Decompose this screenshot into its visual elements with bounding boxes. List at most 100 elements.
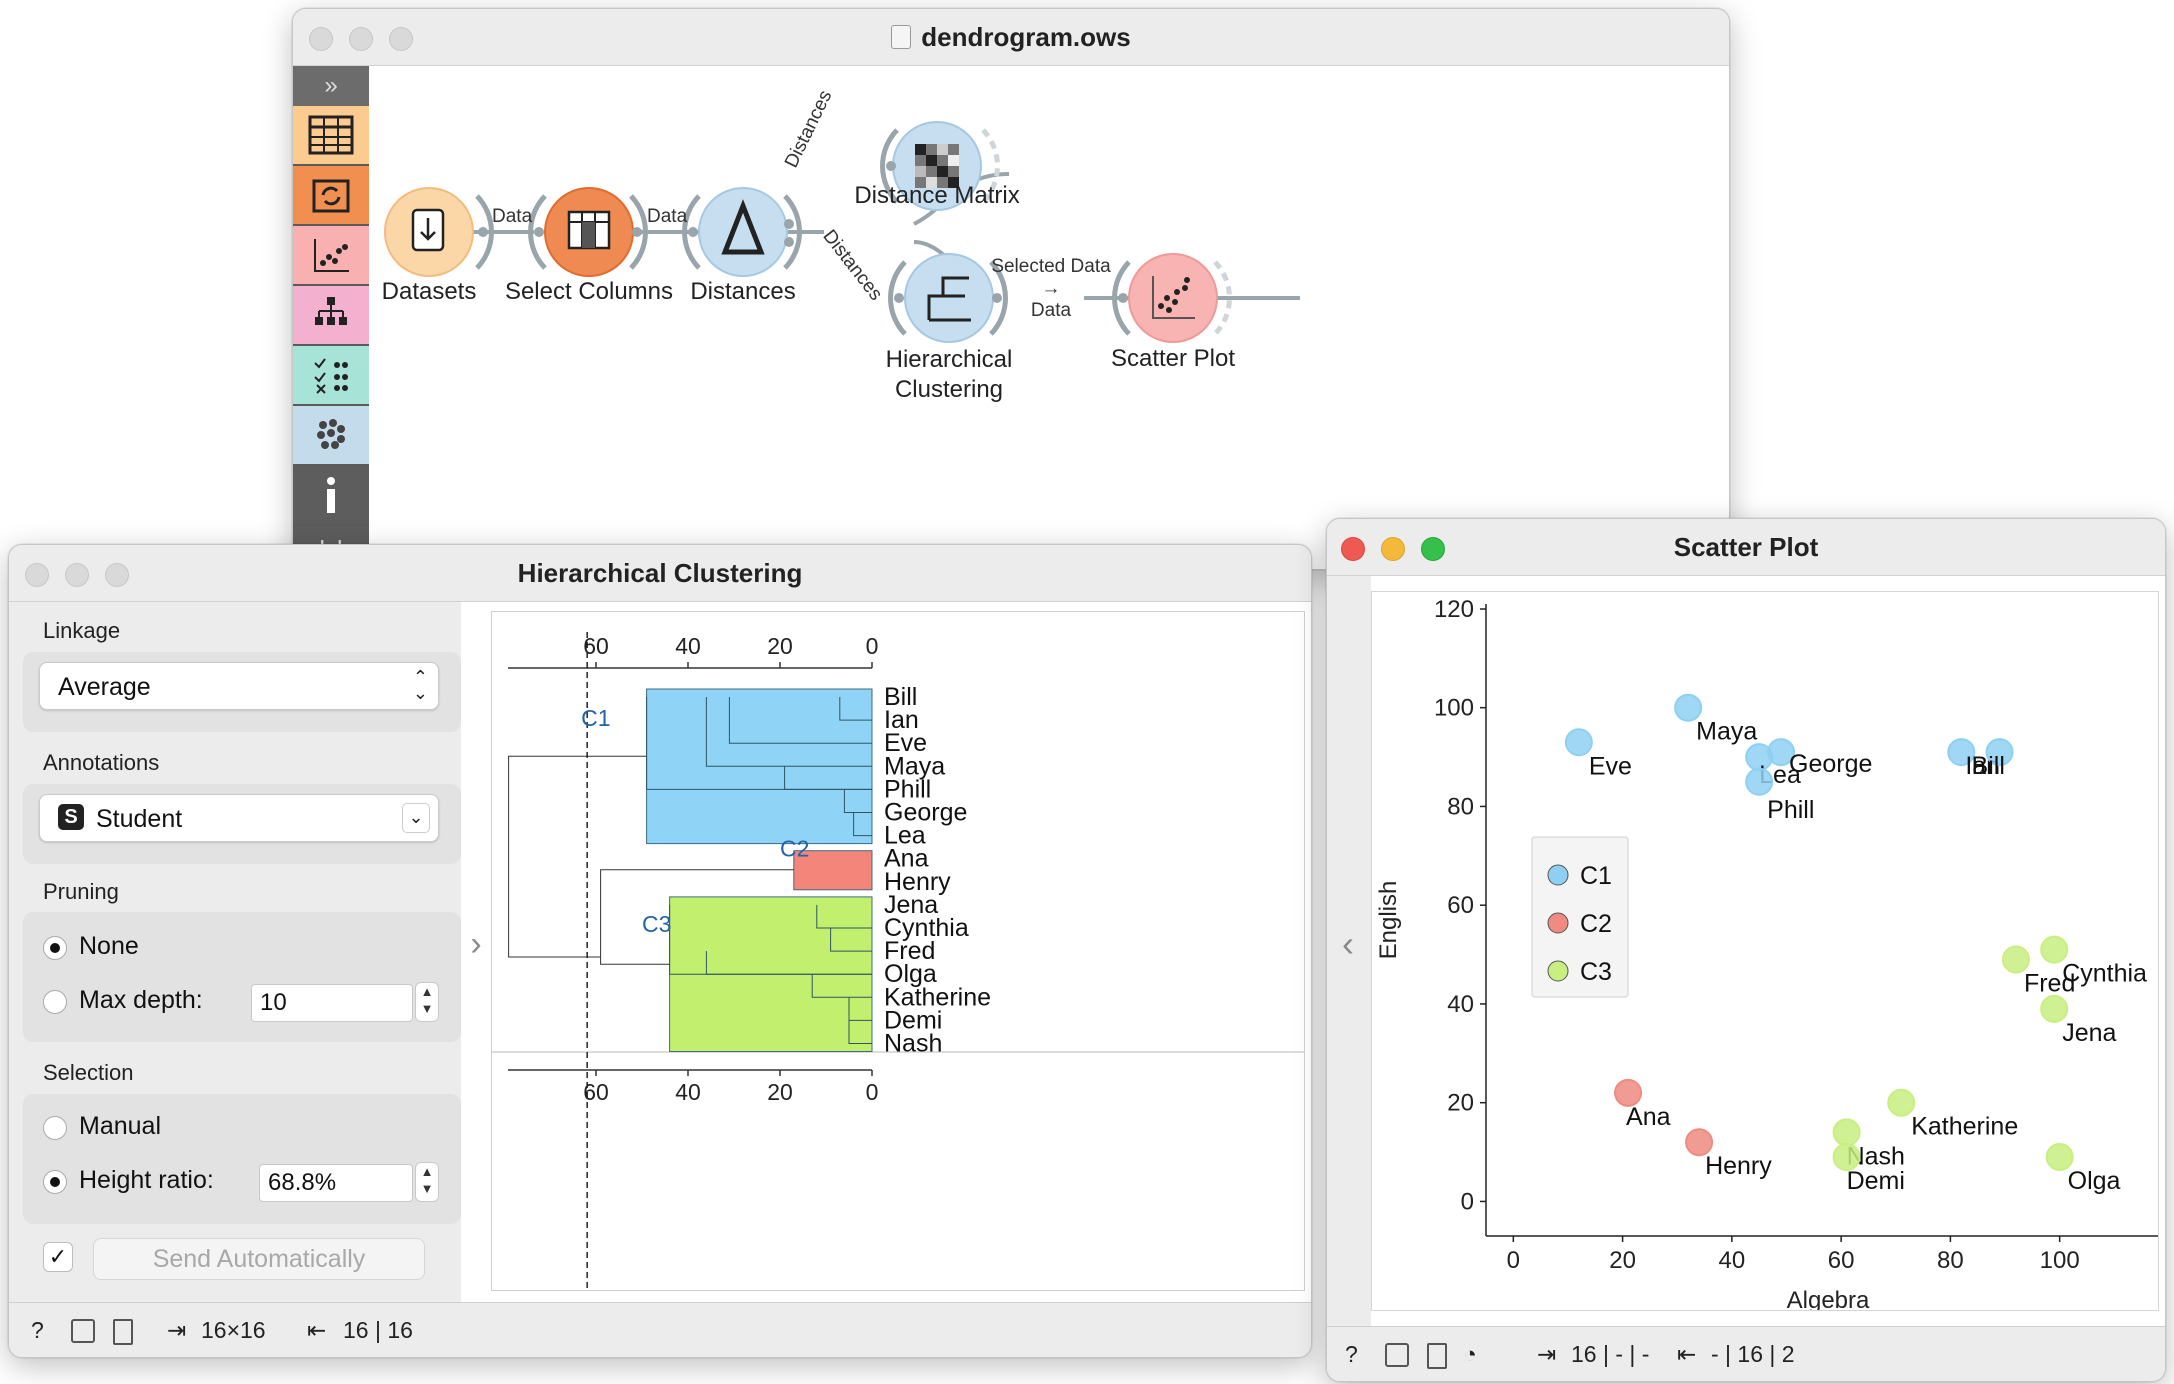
hc-control-area: Linkage Average ⌃ ⌄ Annotations S Student… (9, 602, 461, 1302)
point-label: Maya (1696, 718, 1757, 746)
node-label-select-columns[interactable]: Select Columns (504, 278, 674, 305)
leaf-label: Lea (884, 822, 926, 850)
pruning-none-radio[interactable] (43, 936, 67, 960)
distance-matrix-node[interactable] (880, 121, 1000, 211)
link-label-selected-data[interactable]: Selected Data → Data (991, 256, 1111, 321)
link-label-data-2[interactable]: Data (647, 206, 688, 227)
scatter-point (1745, 767, 1774, 796)
zoom-button[interactable] (389, 27, 413, 51)
minimize-button[interactable] (349, 27, 373, 51)
status-output-summary: - | 16 | 2 (1711, 1341, 1795, 1367)
node-label-distance-matrix[interactable]: Distance Matrix (854, 182, 1020, 209)
linkage-label: Linkage (43, 618, 121, 643)
scatter-point (2001, 945, 2030, 974)
point-label: Phill (1767, 796, 1814, 824)
node-label-scatter-plot[interactable]: Scatter Plot (1110, 345, 1236, 372)
scatter-point (2045, 1143, 2074, 1171)
toolbox-transform-icon[interactable] (293, 166, 369, 224)
toolbox-evaluate-icon[interactable] (293, 346, 369, 404)
expand-panel-chevron-icon[interactable]: ‹ (1342, 923, 1354, 964)
hierarchical-clustering-node[interactable] (888, 253, 1008, 343)
datasets-node[interactable] (384, 187, 494, 277)
save-icon[interactable] (1385, 1343, 1409, 1367)
selection-manual-radio[interactable] (43, 1116, 67, 1140)
toolbox-visualize-icon[interactable] (293, 226, 369, 284)
report-icon[interactable] (113, 1319, 133, 1345)
annotations-value: Student (96, 805, 183, 833)
help-icon[interactable]: ? (31, 1317, 44, 1343)
point-label: Cynthia (2062, 960, 2147, 988)
max-depth-input[interactable]: 10 (251, 984, 413, 1022)
minimize-button[interactable] (1381, 537, 1405, 561)
toolbox-unsupervised-icon[interactable] (293, 406, 369, 464)
scatter-point (1564, 728, 1593, 757)
selection-box (23, 1094, 461, 1224)
height-ratio-stepper[interactable]: ▲ ▼ (415, 1162, 439, 1202)
selection-manual-label[interactable]: Manual (79, 1112, 161, 1140)
close-button[interactable] (1341, 537, 1365, 561)
scatter-plot-node[interactable] (1112, 253, 1232, 343)
toolbox-model-icon[interactable] (293, 286, 369, 344)
scatter-svg[interactable]: 0 20 40 60 80 100 0 20 40 60 80 100 120 Algebra Englis… (1372, 592, 2158, 1310)
y-tick-label: 0 (1461, 1188, 1474, 1215)
select-columns-node[interactable] (528, 187, 648, 277)
minimize-button[interactable] (65, 563, 89, 587)
help-icon[interactable]: ? (1345, 1341, 1358, 1367)
point-label: Demi (1847, 1167, 1905, 1195)
scatter-point (1767, 738, 1796, 767)
legend-label-c2: C2 (1580, 910, 1612, 938)
y-tick-label: 100 (1434, 695, 1474, 722)
scatter-point (1985, 738, 2014, 767)
zoom-button[interactable] (105, 563, 129, 587)
send-automatically-button[interactable]: Send Automatically (93, 1238, 425, 1280)
linkage-combo[interactable]: Average ⌃ ⌄ (39, 662, 439, 710)
height-ratio-input[interactable]: 68.8% (259, 1164, 413, 1202)
sp-statusbar: ? ◔ ⇥ 16 | - | - ⇤ - | 16 | 2 (1327, 1326, 2165, 1381)
selection-height-label[interactable]: Height ratio: (79, 1166, 214, 1194)
canvas-area[interactable]: Datasets Select Columns Distances Distan… (369, 66, 1729, 569)
report-icon[interactable] (1427, 1343, 1447, 1369)
distances-node[interactable] (682, 187, 802, 277)
x-tick-label: 60 (1828, 1247, 1855, 1274)
dendrogram-area[interactable]: 60 40 20 0 60 40 20 0 C1 C2 C3 Bill Ian Eve Maya Phill G… (491, 611, 1305, 1291)
send-automatically-checkbox[interactable]: ✓ (43, 1242, 73, 1272)
expand-toolbox-icon[interactable]: » (293, 66, 369, 106)
save-icon[interactable] (71, 1319, 95, 1343)
legend-marker-c3 (1547, 960, 1569, 982)
y-tick-label: 20 (1447, 1090, 1474, 1117)
pruning-max-depth-radio[interactable] (43, 990, 67, 1014)
leaf-label: Olga (884, 960, 937, 988)
node-label-hierarchical-clustering[interactable]: Hierarchical Clustering (885, 346, 1013, 403)
leaf-label: Jena (884, 891, 938, 919)
widget-toolbox: » ++ (293, 66, 369, 569)
hc-titlebar (9, 545, 1311, 602)
dendrogram-svg[interactable]: 60 40 20 060 40 20 0C1C2C3BillIanEveMayaPhillG… (492, 612, 1304, 1290)
pruning-max-depth-label[interactable]: Max depth: (79, 986, 203, 1014)
pruning-none-label[interactable]: None (79, 932, 139, 960)
dendrogram-branch (508, 755, 647, 958)
link-label-data-1[interactable]: Data (492, 206, 533, 227)
info-icon[interactable] (293, 466, 369, 524)
node-label-distances[interactable]: Distances (690, 278, 796, 305)
close-button[interactable] (25, 563, 49, 587)
annotations-combo[interactable]: S Student ⌄ (39, 794, 439, 842)
node-label-datasets[interactable]: Datasets (381, 278, 477, 305)
palette-icon[interactable]: ◔ (1463, 1341, 1477, 1367)
max-depth-stepper[interactable]: ▲ ▼ (415, 982, 439, 1022)
point-label: Jena (2062, 1019, 2116, 1047)
scatter-plot-area[interactable]: 0 20 40 60 80 100 0 20 40 60 80 100 120 Algebra Englis… (1371, 591, 2159, 1311)
top-axis-tick-label: 0 (866, 633, 879, 659)
zoom-button[interactable] (1421, 537, 1445, 561)
x-axis-title: Algebra (1787, 1287, 1870, 1310)
selection-height-radio[interactable] (43, 1170, 67, 1194)
point-label: Bill (1972, 752, 2005, 780)
collapse-panel-chevron-icon[interactable]: › (470, 925, 482, 963)
bottom-axis-tick-label: 40 (675, 1079, 701, 1105)
toolbox-data-icon[interactable] (293, 106, 369, 164)
close-button[interactable] (309, 27, 333, 51)
status-input-summary: 16×16 (201, 1317, 266, 1343)
selection-label: Selection (43, 1060, 134, 1085)
sp-titlebar (1327, 519, 2165, 576)
legend-label-c1: C1 (1580, 862, 1612, 890)
x-tick-label: 80 (1937, 1247, 1964, 1274)
